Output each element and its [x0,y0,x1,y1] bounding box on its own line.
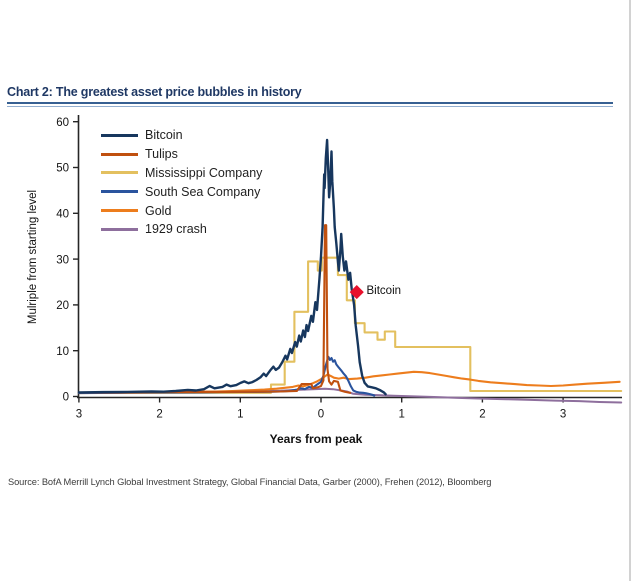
y-tick-label: 40 [56,209,69,221]
y-tick-label: 20 [56,300,69,312]
legend-swatch-icon [101,152,138,156]
x-tick-label: 3 [560,409,566,421]
bitcoin-annotation-label: Bitcoin [366,285,402,298]
y-tick-label: 50 [56,163,69,175]
legend-label: South Sea Company [145,184,261,199]
series-line-bitcoin [77,138,387,396]
y-tick-label: 10 [56,346,69,358]
chart-legend: Bitcoin Tulips Mississippi Company South Se… [101,126,262,239]
legend-swatch-icon [101,209,138,213]
y-tick-label: 60 [56,117,69,129]
legend-item-south-sea-company: South Sea Company [101,182,262,201]
x-tick-label: 0 [318,409,324,421]
y-axis-label: Mulriple from starting level [27,189,39,325]
legend-label: Mississippi Company [145,165,263,180]
legend-label: Bitcoin [145,128,183,143]
legend-item-bitcoin: Bitcoin [101,126,262,145]
legend-label: 1929 crash [145,222,207,237]
title-underline [7,102,613,107]
series-line-gold [77,370,621,395]
x-tick-label: 3 [76,409,82,421]
legend-label: Tulips [145,147,178,162]
legend-swatch-icon [101,171,138,175]
legend-item-gold: Gold [101,201,262,220]
x-tick-label: 2 [479,409,485,421]
legend-swatch-icon [101,190,138,194]
legend-swatch-icon [101,227,138,231]
legend-label: Gold [145,203,172,218]
series-line-mississippi-company [77,256,623,394]
y-tick-label: 0 [63,392,69,404]
legend-item-mississippi-company: Mississippi Company [101,164,262,183]
x-tick-label: 1 [237,409,243,421]
page-right-border [629,0,631,581]
x-tick-label: 2 [156,409,162,421]
legend-item-1929-crash: 1929 crash [101,220,262,239]
x-tick-label: 1 [398,409,404,421]
series-line-tulips [77,224,352,394]
y-tick-label: 30 [56,254,69,266]
source-text: Source: BofA Merrill Lynch Global Invest… [8,477,492,487]
legend-swatch-icon [101,133,138,137]
legend-item-tulips: Tulips [101,145,262,164]
x-axis-label: Years from peak [269,432,363,446]
chart-title: Chart 2: The greatest asset price bubble… [7,85,302,99]
